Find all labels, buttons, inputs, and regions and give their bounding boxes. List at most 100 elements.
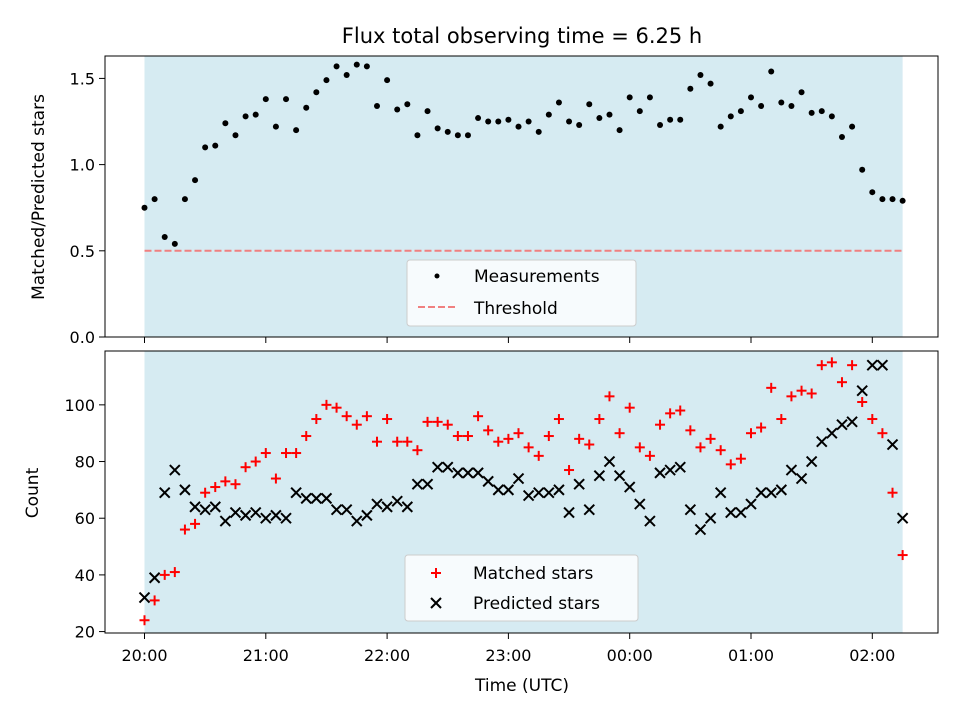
matched-star-point <box>351 419 362 430</box>
measurement-point <box>616 127 623 134</box>
matched-star-point <box>452 431 463 442</box>
y-tick-label: 80 <box>75 453 95 472</box>
predicted-star-point <box>159 487 171 499</box>
measurement-point <box>181 196 188 203</box>
matched-stars-series <box>139 357 908 626</box>
matched-star-point <box>564 465 575 476</box>
predicted-star-point <box>603 455 616 468</box>
matched-star-point <box>523 442 534 453</box>
x-tick-label: 21:00 <box>243 646 289 665</box>
measurement-point <box>404 101 411 108</box>
measurement-point <box>727 113 734 120</box>
matched-star-point <box>836 377 847 388</box>
matched-star-point <box>230 479 241 490</box>
measurement-point <box>161 234 168 241</box>
chart-title: Flux total observing time = 6.25 h <box>342 24 702 48</box>
top-legend: Measurements Threshold <box>406 259 637 327</box>
measurement-point <box>737 108 744 115</box>
matched-star-point <box>786 391 797 402</box>
predicted-star-point <box>452 467 464 479</box>
matched-star-point <box>705 433 716 444</box>
predicted-star-point <box>704 512 717 524</box>
matched-star-point <box>190 518 201 529</box>
matched-star-point <box>250 456 261 467</box>
matched-star-point <box>614 428 625 439</box>
legend-matched-label: Matched stars <box>473 564 593 584</box>
predicted-star-point <box>563 506 575 519</box>
top-y-ticks: 0.0 0.5 1.0 1.5 <box>70 69 105 347</box>
predicted-star-point <box>209 501 221 513</box>
matched-star-point <box>665 408 676 419</box>
x-tick-label: 01:00 <box>728 646 774 665</box>
predicted-star-point <box>472 467 484 479</box>
matched-star-point <box>159 569 170 580</box>
matched-star-point <box>887 487 898 498</box>
top-x-ticks <box>144 337 873 343</box>
matched-star-point <box>240 462 251 473</box>
measurement-point <box>748 94 754 101</box>
measurement-point <box>313 89 320 96</box>
predicted-star-point <box>795 472 808 485</box>
matched-star-point <box>806 388 817 399</box>
matched-star-point <box>371 436 382 447</box>
predicted-star-point <box>836 418 848 431</box>
legend-measurements-marker <box>434 273 440 279</box>
predicted-star-point <box>421 478 434 490</box>
matched-star-point <box>462 431 473 442</box>
matched-star-point <box>746 428 756 439</box>
matched-star-point <box>422 416 433 427</box>
measurement-point <box>485 118 492 125</box>
predicted-star-point <box>148 572 161 584</box>
matched-star-point <box>412 445 423 456</box>
predicted-star-point <box>482 475 494 488</box>
measurement-point <box>555 99 562 106</box>
matched-star-point <box>442 419 453 430</box>
measurement-point <box>788 102 795 109</box>
predicted-star-point <box>169 464 181 476</box>
predicted-star-point <box>866 359 879 371</box>
matched-star-point <box>735 453 746 464</box>
predicted-star-point <box>361 509 373 522</box>
measurement-point <box>818 108 825 115</box>
matched-star-point <box>321 399 332 410</box>
bottom-y-ticks: 20 40 60 80 100 <box>64 396 105 642</box>
x-tick-label: 20:00 <box>121 646 167 665</box>
measurement-point <box>262 96 269 103</box>
measurement-point <box>626 94 633 101</box>
measurement-point <box>576 121 583 128</box>
measurement-point <box>363 63 370 70</box>
matched-star-point <box>574 433 585 444</box>
predicted-star-point <box>623 481 636 493</box>
predicted-star-point <box>634 498 646 510</box>
measurement-point <box>606 111 613 118</box>
predicted-star-point <box>280 512 292 524</box>
measurement-point <box>849 123 856 130</box>
predicted-star-point <box>745 498 757 510</box>
measurement-point <box>667 116 674 123</box>
matched-star-point <box>756 422 767 433</box>
matched-star-point <box>594 414 605 425</box>
matched-star-point <box>604 391 615 402</box>
top-y-axis-label: Matched/Predicted stars <box>29 94 49 300</box>
predicted-star-point <box>593 469 606 482</box>
measurement-point <box>535 128 542 135</box>
predicted-star-point <box>310 492 323 505</box>
legend-predicted-label: Predicted stars <box>473 594 600 614</box>
measurement-point <box>141 204 148 211</box>
measurement-point <box>333 63 340 70</box>
measurement-point <box>646 94 653 101</box>
measurement-point <box>889 196 896 203</box>
measurement-point <box>899 197 906 204</box>
measurement-point <box>697 71 704 78</box>
matched-star-point <box>382 414 393 425</box>
measurement-point <box>242 113 249 120</box>
measurement-point <box>171 240 178 247</box>
measurement-point <box>717 123 724 130</box>
predicted-star-point <box>805 455 818 468</box>
measurement-point <box>808 109 815 116</box>
legend-threshold-label: Threshold <box>473 299 558 319</box>
predicted-star-point <box>431 461 444 473</box>
predicted-star-point <box>775 484 788 496</box>
matched-star-point <box>766 382 777 393</box>
measurement-point <box>859 166 866 173</box>
